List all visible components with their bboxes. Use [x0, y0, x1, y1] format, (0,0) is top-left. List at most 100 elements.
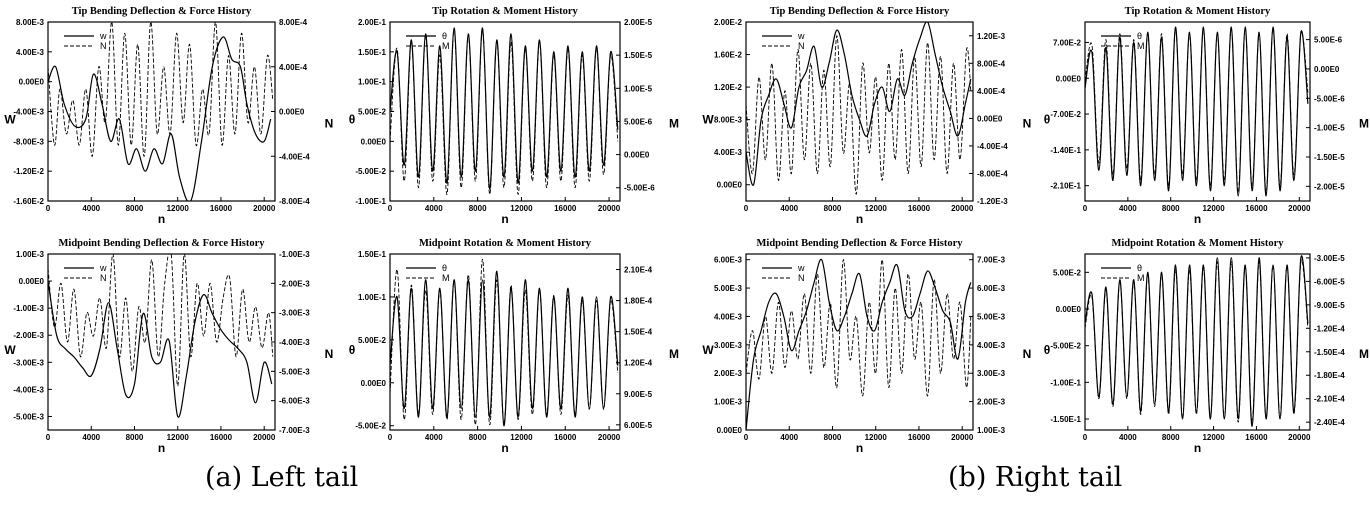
y-right-tick-label: -2.10E-4	[1314, 395, 1345, 404]
x-tick-label: 0	[744, 433, 749, 442]
chart-svg: Midpoint Rotation & Moment History 0 4000 8…	[1044, 238, 1369, 454]
x-tick-label: 20000	[253, 204, 276, 213]
legend-label: w	[99, 263, 107, 273]
y-left-tick-label: -5.00E-3	[13, 412, 44, 421]
y-left-tick-label: 0.00E0	[717, 426, 743, 435]
y-right-tick-label: -8.00E-4	[279, 197, 310, 206]
y-right-tick-label: -4.00E-3	[279, 338, 310, 347]
y-right-tick-label: -1.80E-4	[1314, 371, 1345, 380]
x-tick-label: 12000	[167, 204, 190, 213]
y-right-tick-label: -1.50E-4	[1314, 348, 1345, 357]
x-tick-label: 4000	[780, 204, 798, 213]
y-left-tick-label: 5.00E-2	[358, 108, 387, 117]
y-left-tick-label: -5.00E-2	[355, 422, 386, 431]
chart-title: Tip Rotation & Moment History	[432, 6, 578, 17]
y-left-tick-label: 4.00E-3	[714, 312, 743, 321]
x-tick-label: 0	[1083, 433, 1088, 442]
y-left-tick-label: -1.00E-3	[13, 304, 44, 313]
x-tick-label: 4000	[1119, 204, 1137, 213]
y-left-tick-label: 1.00E-3	[16, 250, 45, 259]
legend-label: θ	[1137, 263, 1142, 273]
y-left-tick-label: 8.00E-3	[714, 116, 743, 125]
y-right-axis-label: M	[1359, 347, 1369, 361]
y-right-tick-label: -5.00E-3	[279, 367, 310, 376]
chart-left-midpoint-bending: Midpoint Bending Deflection & Force Hist…	[0, 232, 335, 454]
x-tick-label: 8000	[1162, 433, 1180, 442]
series-line-left	[48, 281, 273, 418]
x-tick-label: 16000	[1245, 204, 1268, 213]
y-left-tick-label: -8.00E-3	[13, 137, 44, 146]
y-right-tick-label: -1.00E-3	[279, 250, 310, 259]
plot-frame	[47, 21, 276, 202]
y-left-tick-label: 0.00E0	[19, 277, 45, 286]
x-tick-label: 20000	[1288, 204, 1311, 213]
chart-right-tip-rotation: Tip Rotation & Moment History 0 4000 8000 12…	[1037, 0, 1370, 225]
y-right-tick-label: 5.00E-6	[1314, 36, 1343, 45]
y-right-tick-label: 5.00E-3	[977, 312, 1006, 321]
y-right-tick-label: 6.00E-5	[624, 421, 653, 430]
x-tick-label: 20000	[951, 204, 974, 213]
y-left-tick-label: -1.00E-1	[1050, 378, 1081, 387]
plot-frame	[745, 253, 974, 431]
plot-frame	[745, 21, 974, 202]
x-tick-label: 12000	[510, 204, 533, 213]
x-tick-label: 0	[46, 433, 51, 442]
y-right-axis-label: M	[1359, 117, 1369, 131]
legend-label: θ	[442, 263, 447, 273]
y-right-axis-label: M	[669, 347, 679, 361]
y-right-tick-label: 1.00E-5	[624, 84, 653, 93]
y-left-tick-label: 4.00E-3	[714, 148, 743, 157]
x-tick-label: 20000	[951, 433, 974, 442]
chart-left-midpoint-rotation: Midpoint Rotation & Moment History 0 4000 8…	[342, 232, 680, 454]
y-left-axis-label: θ	[1044, 343, 1051, 357]
y-right-tick-label: 1.20E-3	[977, 32, 1006, 41]
y-left-axis-label: W	[4, 113, 16, 127]
y-left-tick-label: -1.60E-2	[13, 197, 44, 206]
y-left-tick-label: -5.00E-2	[1050, 342, 1081, 351]
series-line-right	[48, 254, 274, 387]
y-left-tick-label: 3.00E-3	[714, 341, 743, 350]
y-right-tick-label: 4.00E-3	[977, 341, 1006, 350]
x-tick-label: 8000	[824, 204, 842, 213]
y-right-tick-label: -9.00E-5	[1314, 301, 1345, 310]
x-axis-label: n	[501, 212, 508, 225]
x-tick-label: 4000	[780, 433, 798, 442]
chart-svg: Midpoint Rotation & Moment History 0 4000 8…	[349, 238, 679, 454]
y-right-tick-label: 1.20E-4	[624, 359, 653, 368]
y-right-tick-label: 0.00E0	[624, 151, 650, 160]
chart-svg: Midpoint Bending Deflection & Force Hist…	[4, 238, 334, 454]
y-left-tick-label: 7.00E-2	[1053, 38, 1082, 47]
chart-svg: Tip Bending Deflection & Force History 0 4…	[702, 6, 1032, 225]
plot-frame	[1084, 21, 1311, 202]
plot-frame	[389, 253, 621, 431]
x-axis-label: n	[1194, 212, 1201, 225]
y-left-tick-label: 1.00E-3	[714, 398, 743, 407]
x-tick-label: 20000	[1288, 433, 1311, 442]
x-tick-label: 16000	[908, 204, 931, 213]
y-left-tick-label: 0.00E0	[1056, 305, 1082, 314]
series-line-right	[48, 22, 274, 157]
y-right-axis-label: N	[1023, 117, 1032, 131]
y-right-tick-label: 0.00E0	[977, 114, 1003, 123]
x-tick-label: 8000	[824, 433, 842, 442]
x-axis-label: n	[856, 441, 863, 454]
y-right-tick-label: 1.00E-3	[977, 426, 1006, 435]
chart-title: Tip Rotation & Moment History	[1125, 6, 1271, 17]
y-right-tick-label: 8.00E-4	[977, 59, 1006, 68]
y-right-tick-label: -7.00E-3	[279, 426, 310, 435]
chart-title: Midpoint Bending Deflection & Force Hist…	[757, 238, 964, 249]
y-right-tick-label: -3.00E-3	[279, 309, 310, 318]
y-right-tick-label: 8.00E-4	[279, 18, 308, 27]
y-right-tick-label: -5.00E-6	[1314, 94, 1345, 103]
series-line-right	[746, 259, 972, 397]
legend-label: N	[100, 41, 107, 51]
y-left-tick-label: -2.10E-1	[1050, 182, 1081, 191]
y-left-tick-label: 2.00E-2	[714, 18, 743, 27]
x-tick-label: 8000	[469, 204, 487, 213]
y-right-tick-label: -4.00E-4	[279, 152, 310, 161]
series-line-left	[390, 270, 619, 427]
y-right-tick-label: -2.40E-4	[1314, 418, 1345, 427]
y-right-tick-label: -2.00E-5	[1314, 182, 1345, 191]
y-right-axis-label: N	[325, 347, 334, 361]
